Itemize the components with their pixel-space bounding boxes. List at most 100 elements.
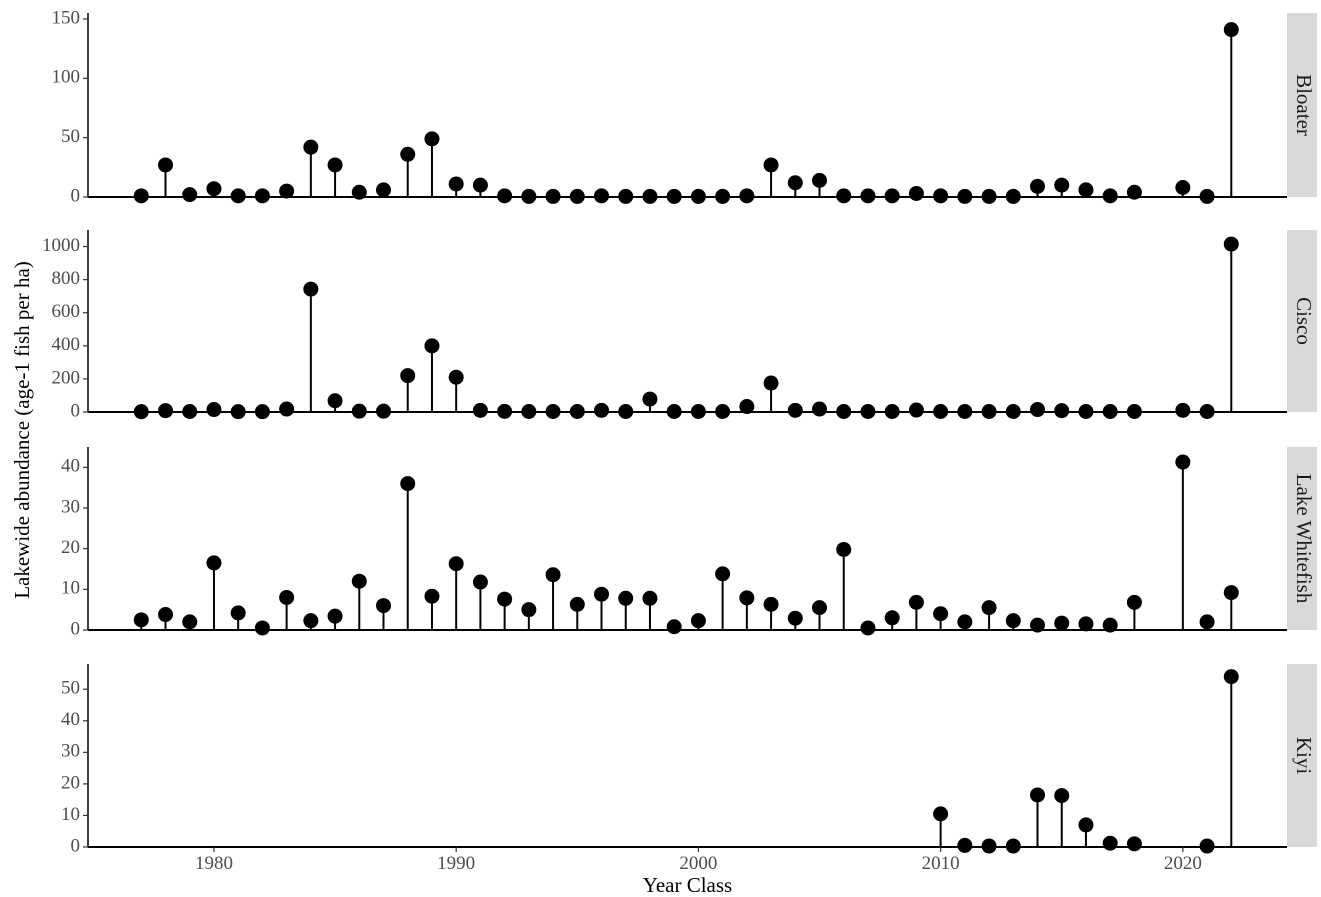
- x-tick-label: 1980: [195, 853, 233, 874]
- y-tick-label-lake-whitefish: 30: [61, 496, 80, 517]
- point-bloater: [351, 184, 367, 200]
- point-bloater: [133, 188, 149, 204]
- point-cisco: [836, 404, 852, 420]
- point-bloater: [472, 177, 488, 193]
- y-tick-label-kiyi: 20: [61, 772, 80, 793]
- point-bloater: [666, 188, 682, 204]
- point-cisco: [545, 404, 561, 420]
- point-bloater: [884, 188, 900, 204]
- point-lake-whitefish: [1199, 614, 1215, 630]
- point-cisco: [376, 403, 392, 419]
- point-bloater: [206, 181, 222, 197]
- point-lake-whitefish: [957, 614, 973, 630]
- x-tick-label: 1990: [437, 853, 475, 874]
- point-lake-whitefish: [933, 606, 949, 622]
- point-kiyi: [1102, 835, 1118, 851]
- point-kiyi: [1078, 817, 1094, 833]
- point-cisco: [327, 393, 343, 409]
- strip-label-cisco: Cisco: [1292, 297, 1316, 345]
- strip-kiyi: [1287, 664, 1317, 847]
- point-bloater: [400, 146, 416, 162]
- point-lake-whitefish: [1005, 613, 1021, 629]
- point-bloater: [448, 176, 464, 192]
- point-cisco: [521, 404, 537, 420]
- point-bloater: [1005, 188, 1021, 204]
- point-lake-whitefish: [763, 596, 779, 612]
- point-lake-whitefish: [400, 476, 416, 492]
- point-kiyi: [1030, 787, 1046, 803]
- point-kiyi: [1054, 788, 1070, 804]
- point-lake-whitefish: [715, 566, 731, 582]
- point-cisco: [1126, 404, 1142, 420]
- point-lake-whitefish: [279, 589, 295, 605]
- point-lake-whitefish: [1030, 617, 1046, 633]
- panel-cisco: Cisco 0 200 400 600 800 1000: [42, 230, 1317, 421]
- point-bloater: [1078, 182, 1094, 198]
- point-bloater: [1199, 188, 1215, 204]
- y-tick-label-kiyi: 0: [71, 835, 81, 856]
- point-cisco: [424, 338, 440, 354]
- point-cisco: [1054, 403, 1070, 419]
- point-bloater: [497, 188, 513, 204]
- y-tick-label-kiyi: 40: [61, 709, 80, 730]
- point-bloater: [739, 188, 755, 204]
- point-lake-whitefish: [836, 541, 852, 557]
- point-lake-whitefish: [206, 555, 222, 571]
- point-cisco: [182, 404, 198, 420]
- point-lake-whitefish: [1078, 616, 1094, 632]
- point-lake-whitefish: [981, 600, 997, 616]
- y-tick-label-bloater: 100: [52, 67, 81, 88]
- point-bloater: [545, 188, 561, 204]
- point-bloater: [812, 172, 828, 188]
- point-bloater: [376, 182, 392, 198]
- point-bloater: [230, 188, 246, 204]
- point-bloater: [594, 188, 610, 204]
- point-cisco: [1005, 404, 1021, 420]
- strip-label-lake-whitefish: Lake Whitefish: [1292, 474, 1316, 604]
- point-cisco: [1102, 404, 1118, 420]
- y-tick-label-kiyi: 10: [61, 804, 80, 825]
- y-tick-label-lake-whitefish: 0: [71, 618, 81, 639]
- point-cisco: [618, 404, 634, 420]
- chart-panels: Bloater050100150Cisco02004006008001000La…: [42, 7, 1317, 856]
- point-cisco: [158, 403, 174, 419]
- point-cisco: [1078, 404, 1094, 420]
- point-cisco: [981, 404, 997, 420]
- point-kiyi: [1199, 838, 1215, 854]
- point-cisco: [666, 404, 682, 420]
- point-cisco: [594, 402, 610, 418]
- strip-cisco: [1287, 230, 1317, 412]
- point-cisco: [690, 404, 706, 420]
- y-tick-label-lake-whitefish: 40: [61, 456, 80, 477]
- point-bloater: [715, 188, 731, 204]
- panel-bloater: Bloater 0 50 100 150: [52, 7, 1317, 206]
- y-tick-label-lake-whitefish: 20: [61, 537, 80, 558]
- y-tick-label-kiyi: 30: [61, 741, 80, 762]
- point-cisco: [787, 402, 803, 418]
- point-lake-whitefish: [1126, 594, 1142, 610]
- point-bloater: [254, 188, 270, 204]
- point-cisco: [472, 402, 488, 418]
- point-lake-whitefish: [860, 620, 876, 636]
- point-lake-whitefish: [1175, 454, 1191, 470]
- point-lake-whitefish: [254, 620, 270, 636]
- point-cisco: [957, 404, 973, 420]
- point-lake-whitefish: [303, 613, 319, 629]
- point-bloater: [569, 188, 585, 204]
- y-tick-label-cisco: 800: [52, 268, 81, 289]
- strip-label-kiyi: Kiyi: [1292, 737, 1316, 775]
- point-lake-whitefish: [908, 594, 924, 610]
- y-axis-title: Lakewide abundance (age-1 fish per ha): [10, 261, 34, 599]
- point-lake-whitefish: [666, 619, 682, 635]
- point-kiyi: [1126, 836, 1142, 852]
- point-bloater: [158, 157, 174, 173]
- point-bloater: [521, 188, 537, 204]
- y-tick-label-cisco: 1000: [42, 235, 80, 256]
- point-cisco: [133, 404, 149, 420]
- point-bloater: [327, 157, 343, 173]
- point-cisco: [303, 281, 319, 297]
- point-bloater: [933, 188, 949, 204]
- point-lake-whitefish: [1102, 617, 1118, 633]
- point-cisco: [884, 404, 900, 420]
